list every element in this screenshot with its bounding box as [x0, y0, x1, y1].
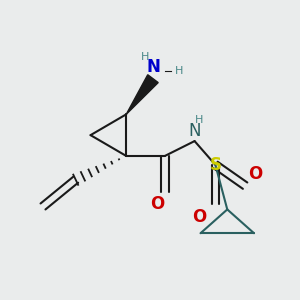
- Text: O: O: [248, 165, 262, 183]
- Text: H: H: [175, 66, 184, 76]
- Text: S: S: [209, 156, 221, 174]
- Polygon shape: [126, 75, 158, 114]
- Text: H: H: [195, 115, 203, 125]
- Text: O: O: [192, 208, 206, 226]
- Text: N: N: [146, 58, 160, 76]
- Text: O: O: [150, 195, 165, 213]
- Text: H: H: [141, 52, 150, 62]
- Text: N: N: [188, 122, 201, 140]
